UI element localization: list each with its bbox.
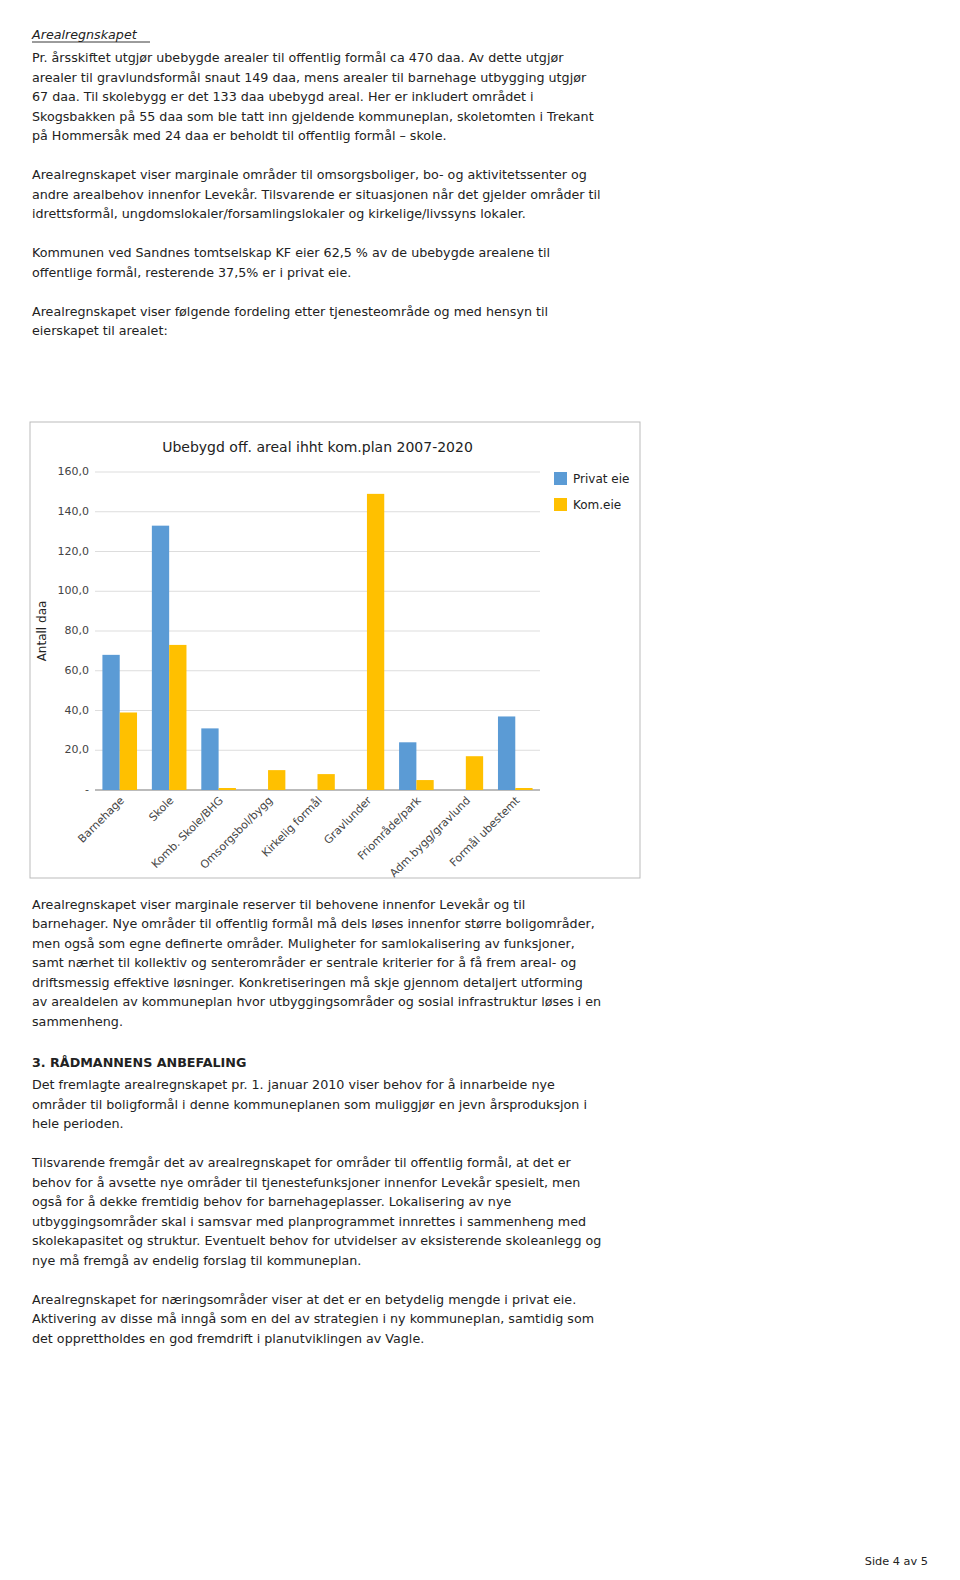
x-tick-label: Omsorgsbol/bygg (198, 794, 276, 872)
paragraph-line: barnehager. Nye områder til offentlig fo… (32, 916, 595, 931)
bar (268, 770, 285, 790)
legend: Privat eie Kom.eie (554, 472, 629, 512)
section-heading: 3. RÅDMANNENS ANBEFALING (32, 1055, 246, 1070)
paragraph-line: også for å dekke fremtidig behov for bar… (32, 1194, 511, 1209)
bar (449, 790, 466, 791)
bar (201, 728, 218, 790)
paragraph-line: eierskapet til arealet: (32, 323, 168, 338)
x-tick-label: Formål ubestemt (447, 794, 523, 870)
bar (102, 655, 119, 790)
header-underline (32, 42, 150, 43)
paragraph-line: på Hommersåk med 24 daa er beholdt til o… (32, 128, 446, 143)
paragraph-line: områder til boligformål i denne kommunep… (32, 1097, 587, 1112)
grid-line (95, 472, 540, 473)
y-tick-label: 40,0 (65, 704, 90, 717)
paragraph-line: behov for å avsette nye områder til tjen… (32, 1175, 580, 1190)
chart: Ubebygd off. areal ihht kom.plan 2007-20… (35, 439, 629, 880)
paragraph-line: utbyggingsområder skal i samsvar med pla… (32, 1214, 586, 1229)
y-tick-label: 140,0 (58, 505, 90, 518)
bar (219, 788, 236, 790)
legend-entry: Privat eie (573, 472, 629, 486)
paragraph-line: arealer til gravlundsformål snaut 149 da… (32, 70, 587, 85)
legend-entry: Kom.eie (573, 498, 621, 512)
y-tick-label: - (85, 783, 89, 796)
paragraph-line: Skogsbakken på 55 daa som ble tatt inn g… (32, 109, 594, 124)
paragraph-line: driftsmessig effektive løsninger. Konkre… (32, 975, 583, 990)
grid-line (95, 511, 540, 512)
bar (498, 716, 515, 790)
bar (416, 780, 433, 790)
bar (300, 790, 317, 791)
paragraph-line: andre arealbehov innenfor Levekår. Tilsv… (32, 187, 601, 202)
bar (169, 645, 186, 790)
y-tick-label: 60,0 (65, 664, 90, 677)
bar (367, 494, 384, 790)
y-axis-label: Antall daa (35, 601, 49, 662)
page-background (0, 0, 960, 1580)
bars (102, 494, 532, 790)
bar (515, 788, 532, 790)
paragraph-line: Aktivering av disse må inngå som en del … (32, 1311, 594, 1326)
paragraph-line: Arealregnskapet viser marginale reserver… (32, 897, 525, 912)
paragraph-line: men også som egne definerte områder. Mul… (32, 936, 575, 951)
header-title: Arealregnskapet (31, 27, 138, 42)
bar (466, 756, 483, 790)
paragraph-line: Arealregnskapet viser følgende fordeling… (32, 304, 548, 319)
x-tick-label: Skole (146, 794, 176, 824)
paragraph-line: skolekapasitet og struktur. Eventuelt be… (32, 1233, 601, 1248)
y-tick-label: 100,0 (58, 584, 90, 597)
paragraph-line: Arealregnskapet viser marginale områder … (32, 167, 587, 182)
y-tick-label: 160,0 (58, 465, 90, 478)
paragraph-line: Det fremlagte arealregnskapet pr. 1. jan… (32, 1077, 555, 1092)
y-tick-label: 20,0 (65, 743, 90, 756)
paragraph-line: 67 daa. Til skolebygg er det 133 daa ube… (32, 89, 534, 104)
y-tick-label: 80,0 (65, 624, 90, 637)
x-tick-label: Adm.bygg/gravlund (387, 794, 473, 880)
bar (251, 790, 268, 791)
paragraph-line: idrettsformål, ungdomslokaler/forsamling… (32, 206, 526, 221)
paragraph-line: av arealdelen av kommuneplan hvor utbygg… (32, 994, 601, 1009)
legend-swatch (554, 498, 567, 511)
paragraph-line: hele perioden. (32, 1116, 124, 1131)
y-tick-label: 120,0 (58, 545, 90, 558)
page-number: Side 4 av 5 (865, 1555, 928, 1568)
legend-swatch (554, 472, 567, 485)
paragraph-line: samt nærhet til kollektiv og senterområd… (32, 955, 576, 970)
paragraph-line: offentlige formål, resterende 37,5% er i… (32, 265, 351, 280)
paragraph-line: Kommunen ved Sandnes tomtselskap KF eier… (32, 245, 550, 260)
paragraph-line: det opprettholdes en god fremdrift i pla… (32, 1331, 424, 1346)
x-tick-label: Barnehage (75, 794, 127, 846)
paragraph-line: Arealregnskapet for næringsområder viser… (32, 1292, 576, 1307)
page: Arealregnskapet Pr. årsskiftet utgjør ube… (0, 0, 960, 1580)
chart-title: Ubebygd off. areal ihht kom.plan 2007-20… (162, 439, 473, 455)
paragraph-line: nye må fremgå av endelig forslag til kom… (32, 1253, 361, 1268)
bar (399, 742, 416, 790)
bar (120, 712, 137, 790)
x-tick-label: Gravlunder (321, 794, 374, 847)
bar (318, 774, 335, 790)
paragraph-line: Pr. årsskiftet utgjør ubebygde arealer t… (32, 50, 564, 65)
bar (152, 526, 169, 790)
paragraph-line: Tilsvarende fremgår det av arealregnskap… (31, 1155, 571, 1170)
bar (350, 790, 367, 791)
x-tick-label: Kirkelig formål (259, 794, 324, 859)
chart-box (30, 422, 640, 878)
paragraph-line: sammenheng. (32, 1014, 123, 1029)
